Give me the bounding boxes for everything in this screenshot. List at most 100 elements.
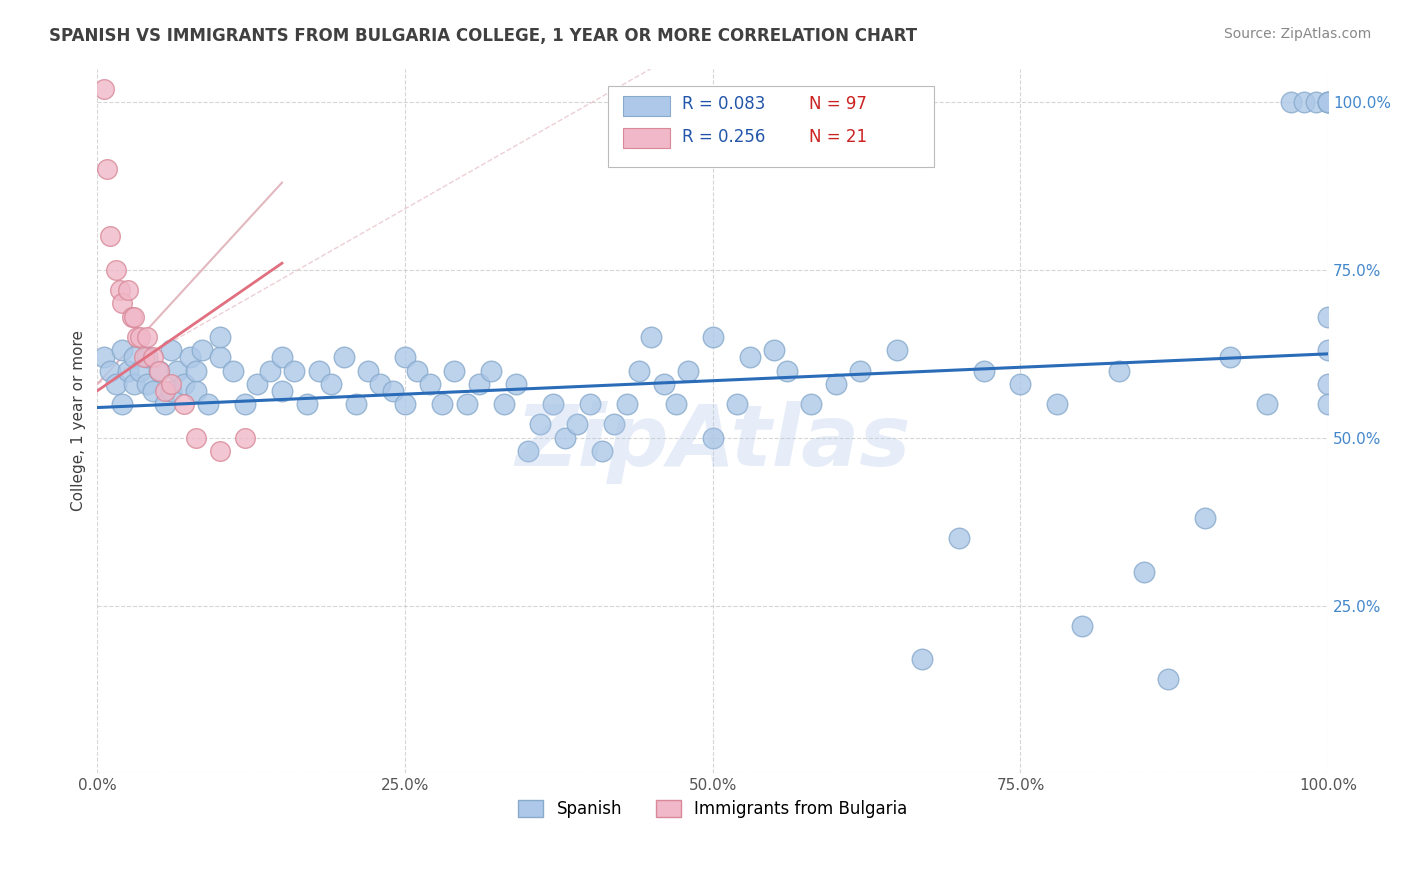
Point — [517, 444, 540, 458]
Point — [295, 397, 318, 411]
Point — [148, 363, 170, 377]
Point — [430, 397, 453, 411]
Point — [616, 397, 638, 411]
Point — [763, 343, 786, 358]
Point — [824, 377, 846, 392]
Point — [166, 363, 188, 377]
Point — [173, 397, 195, 411]
Point — [394, 397, 416, 411]
Point — [406, 363, 429, 377]
Point — [179, 350, 201, 364]
Point — [725, 397, 748, 411]
Point — [1256, 397, 1278, 411]
Point — [129, 363, 152, 377]
Point — [142, 384, 165, 398]
Point — [1157, 673, 1180, 687]
Point — [567, 417, 589, 432]
Point — [308, 363, 330, 377]
Point — [117, 283, 139, 297]
Point — [529, 417, 551, 432]
Point — [456, 397, 478, 411]
Point — [603, 417, 626, 432]
Point — [135, 377, 157, 392]
Point — [209, 350, 232, 364]
Point — [702, 330, 724, 344]
Point — [640, 330, 662, 344]
Point — [148, 363, 170, 377]
Point — [1046, 397, 1069, 411]
Point — [541, 397, 564, 411]
Point — [381, 384, 404, 398]
Point — [1194, 511, 1216, 525]
Point — [135, 350, 157, 364]
Point — [1317, 95, 1340, 109]
Point — [125, 330, 148, 344]
Point — [197, 397, 219, 411]
Point — [492, 397, 515, 411]
Point — [370, 377, 392, 392]
Point — [886, 343, 908, 358]
Point — [652, 377, 675, 392]
Point — [676, 363, 699, 377]
Point — [283, 363, 305, 377]
Point — [554, 431, 576, 445]
Point — [111, 343, 134, 358]
Point — [357, 363, 380, 377]
Point — [578, 397, 600, 411]
Legend: Spanish, Immigrants from Bulgaria: Spanish, Immigrants from Bulgaria — [512, 794, 914, 825]
Point — [104, 377, 127, 392]
Point — [775, 363, 797, 377]
Point — [738, 350, 761, 364]
Point — [911, 652, 934, 666]
Point — [209, 330, 232, 344]
Point — [160, 384, 183, 398]
Point — [1317, 377, 1340, 392]
Point — [160, 343, 183, 358]
Point — [271, 384, 294, 398]
Point — [111, 397, 134, 411]
Point — [627, 363, 650, 377]
Point — [93, 350, 115, 364]
Point — [1292, 95, 1315, 109]
Point — [1132, 565, 1154, 579]
Point — [1317, 310, 1340, 324]
Point — [124, 350, 146, 364]
Point — [1279, 95, 1302, 109]
Point — [209, 444, 232, 458]
Point — [160, 377, 183, 392]
Point — [394, 350, 416, 364]
Point — [332, 350, 354, 364]
Point — [1305, 95, 1327, 109]
Point — [1317, 397, 1340, 411]
Point — [233, 431, 256, 445]
Text: R = 0.083: R = 0.083 — [682, 95, 765, 113]
Point — [184, 384, 207, 398]
Point — [321, 377, 343, 392]
Point — [153, 397, 176, 411]
Point — [135, 330, 157, 344]
Point — [419, 377, 441, 392]
Point — [98, 229, 121, 244]
Point — [271, 350, 294, 364]
Point — [191, 343, 214, 358]
Point — [153, 384, 176, 398]
Point — [591, 444, 613, 458]
Point — [111, 296, 134, 310]
Point — [1317, 95, 1340, 109]
Bar — [623, 128, 669, 148]
Point — [98, 363, 121, 377]
Point — [505, 377, 527, 392]
Text: Source: ZipAtlas.com: Source: ZipAtlas.com — [1223, 27, 1371, 41]
Point — [259, 363, 281, 377]
Y-axis label: College, 1 year or more: College, 1 year or more — [72, 330, 86, 511]
Point — [1108, 363, 1130, 377]
FancyBboxPatch shape — [609, 87, 934, 167]
Point — [134, 350, 156, 364]
Text: ZipAtlas: ZipAtlas — [515, 401, 911, 483]
Text: N = 21: N = 21 — [808, 128, 868, 146]
Point — [121, 310, 143, 324]
Point — [222, 363, 245, 377]
Point — [948, 532, 970, 546]
Point — [124, 377, 146, 392]
Point — [800, 397, 823, 411]
